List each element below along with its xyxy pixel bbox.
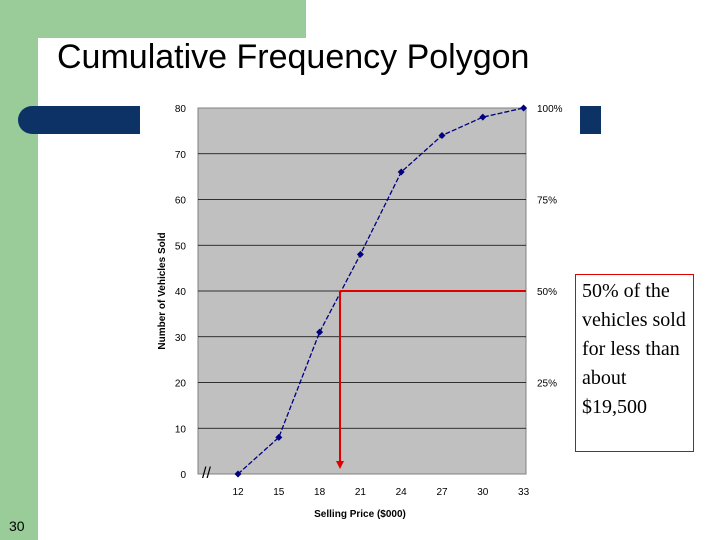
y-tick-label: 0 <box>180 470 186 481</box>
series-line <box>237 107 524 475</box>
data-point <box>275 433 283 441</box>
percent-label: 75% <box>537 196 557 207</box>
x-tick-label: 18 <box>314 487 326 498</box>
x-tick-label: 33 <box>518 487 530 498</box>
x-tick-label: 24 <box>396 487 408 498</box>
reference-arrowhead <box>336 461 344 469</box>
y-tick-label: 70 <box>175 150 187 161</box>
data-point <box>397 168 405 176</box>
slide-title: Cumulative Frequency Polygon <box>57 38 530 76</box>
x-tick-label: 27 <box>436 487 448 498</box>
data-point <box>316 328 324 336</box>
y-tick-label: 80 <box>175 104 187 115</box>
data-point <box>479 113 487 121</box>
x-tick-label: 21 <box>355 487 367 498</box>
x-tick-label: 15 <box>273 487 285 498</box>
y-axis-label: Number of Vehicles Sold <box>157 232 168 349</box>
axis-break-mark: // <box>202 465 211 482</box>
y-tick-label: 10 <box>175 424 187 435</box>
data-point <box>438 131 446 139</box>
top-green-bar <box>0 0 306 38</box>
data-point <box>520 104 528 112</box>
data-point <box>356 250 364 258</box>
percent-label: 50% <box>537 287 557 298</box>
x-tick-label: 30 <box>477 487 489 498</box>
y-tick-label: 40 <box>175 287 187 298</box>
data-point <box>234 470 242 478</box>
white-corner <box>38 38 118 118</box>
annotation-box: 50% of the vehicles sold for less than a… <box>575 274 694 452</box>
percent-label: 25% <box>537 379 557 390</box>
y-tick-label: 30 <box>175 333 187 344</box>
x-tick-label: 12 <box>232 487 244 498</box>
y-tick-label: 20 <box>175 379 187 390</box>
left-green-bar <box>0 0 38 540</box>
x-axis-label: Selling Price ($000) <box>314 509 406 520</box>
page-number: 30 <box>9 518 25 534</box>
y-tick-label: 60 <box>175 196 187 207</box>
percent-label: 100% <box>537 104 563 115</box>
y-tick-label: 50 <box>175 241 187 252</box>
